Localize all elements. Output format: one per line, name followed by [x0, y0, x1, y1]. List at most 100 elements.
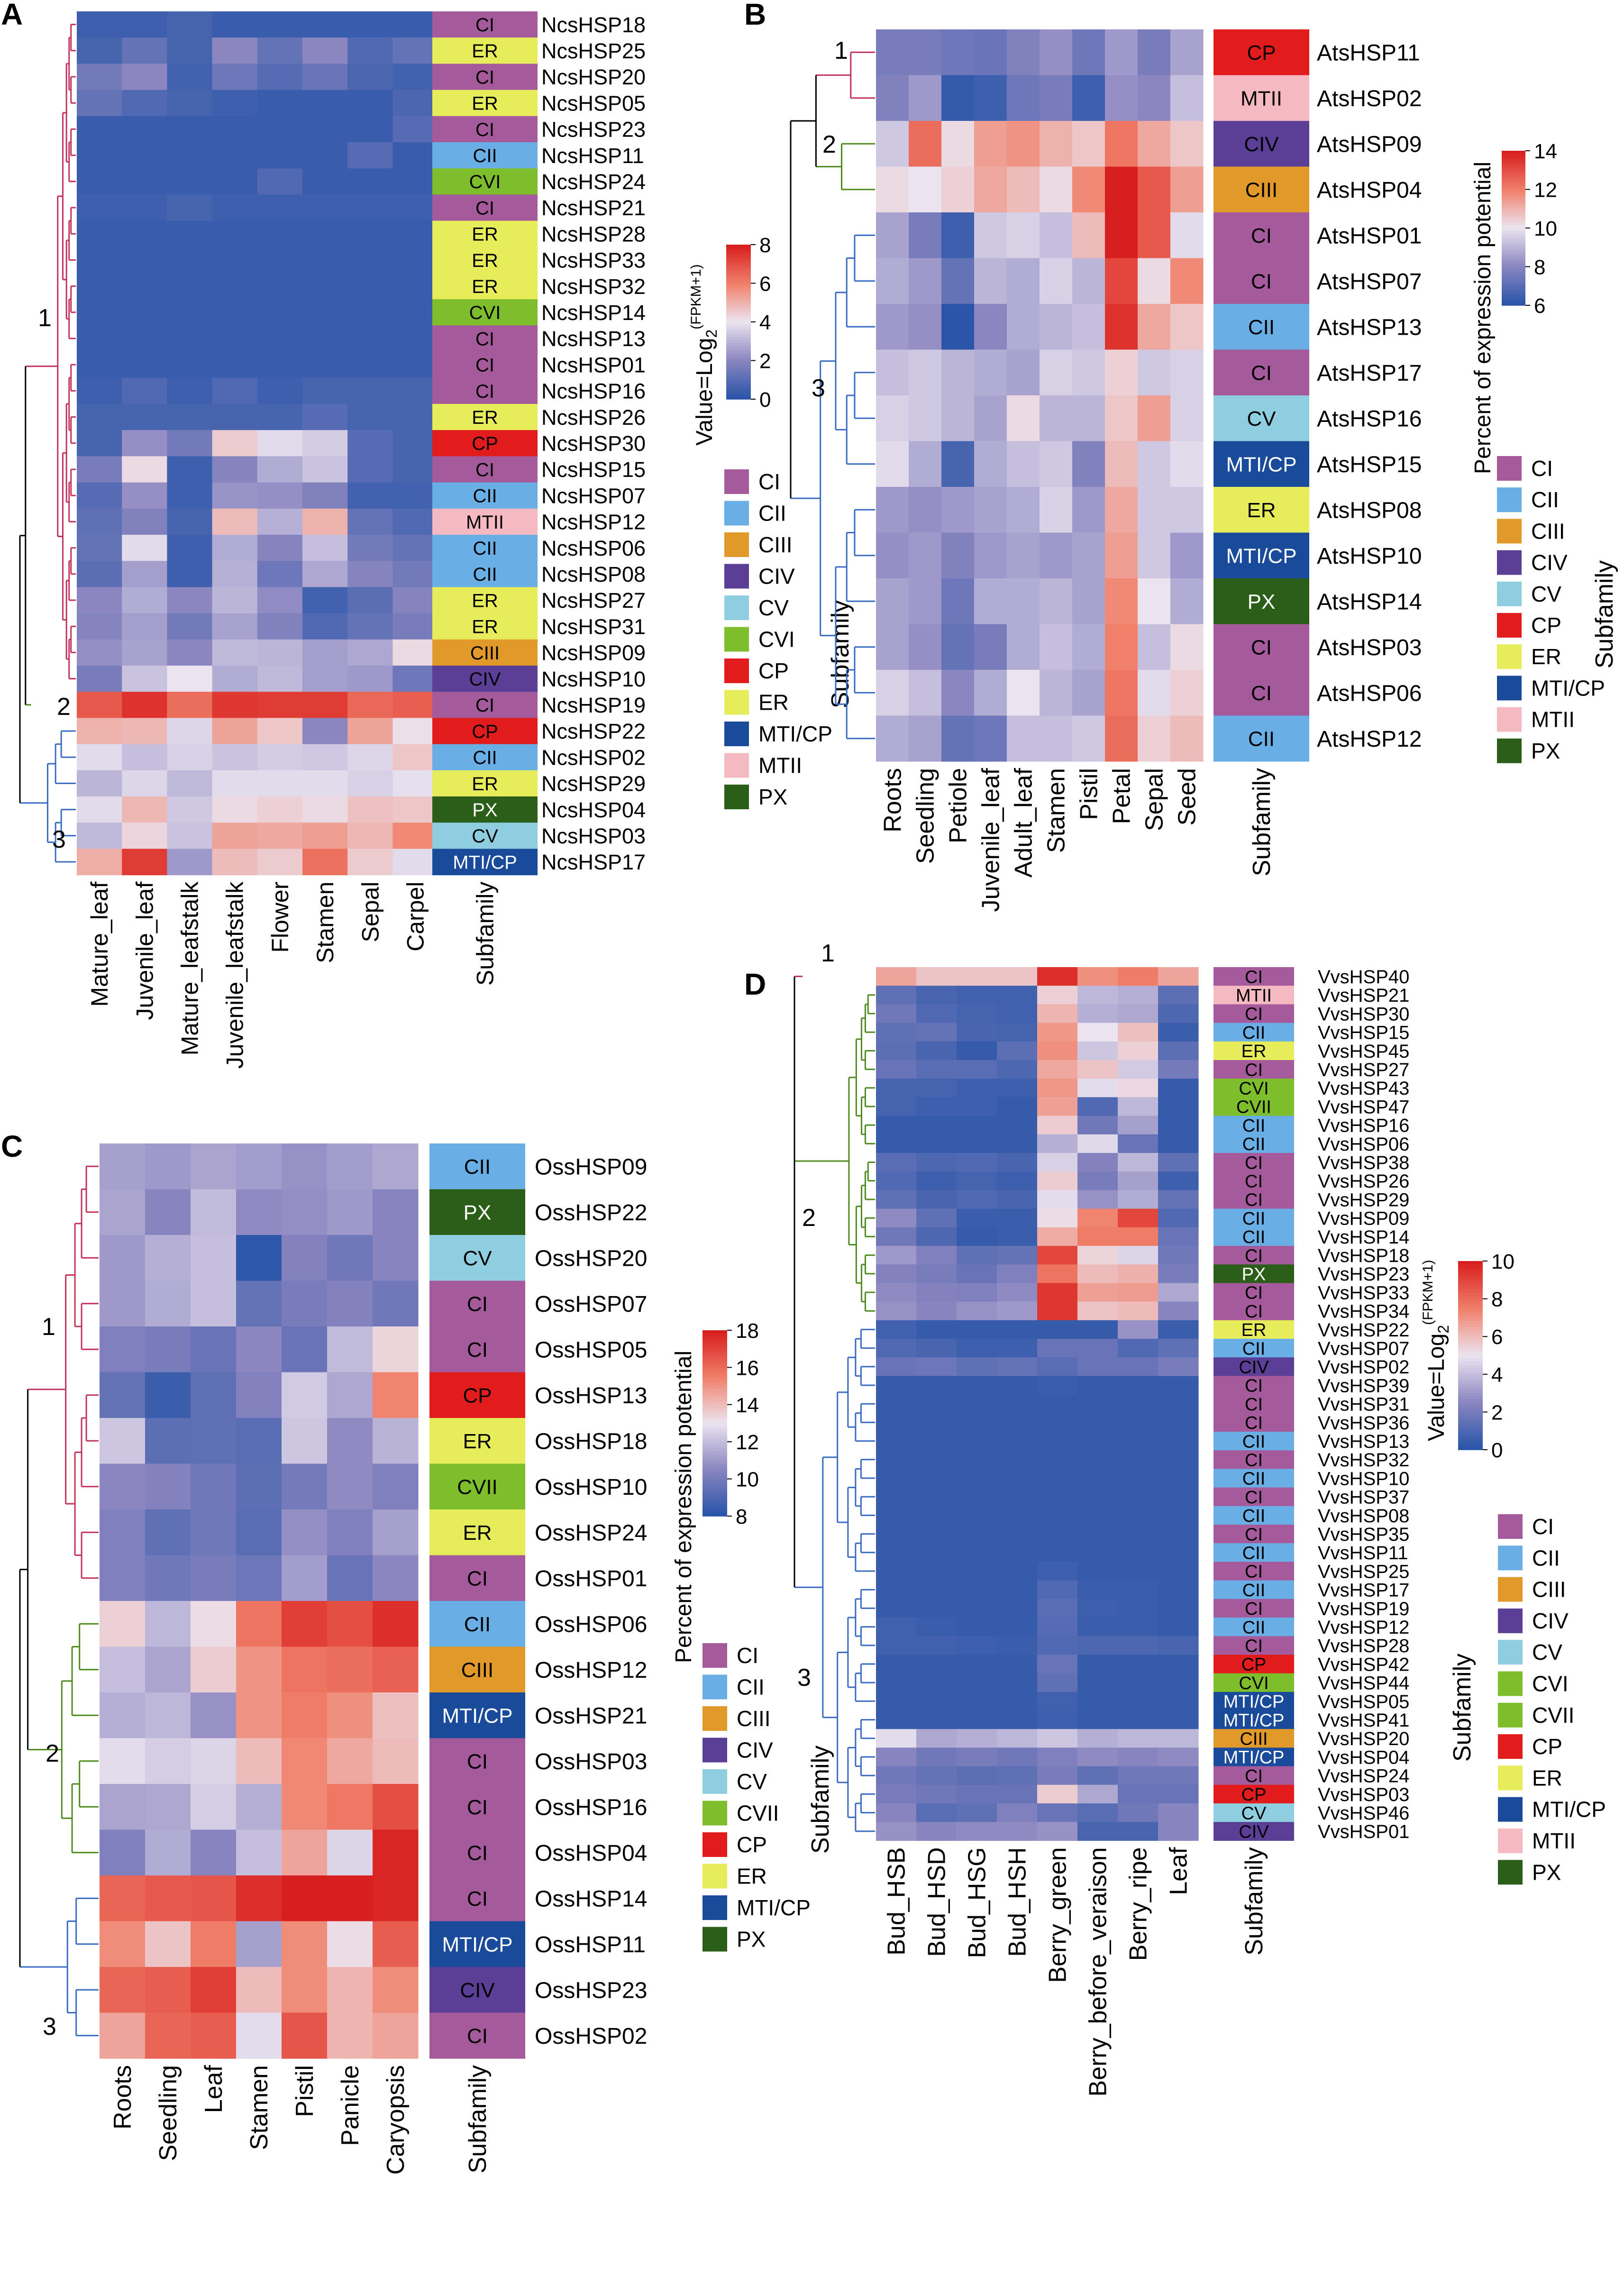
heatmap-cell: [1118, 1283, 1159, 1302]
color-scale-step: [703, 1457, 727, 1461]
heatmap-cell: [282, 1418, 328, 1464]
heatmap-cell: [347, 220, 393, 247]
heatmap-cell: [1158, 1655, 1199, 1674]
heatmap-cell: [876, 1079, 917, 1097]
heatmap-cell: [1040, 624, 1073, 670]
heatmap-cell: [876, 1394, 917, 1414]
heatmap-cell: [997, 1469, 1038, 1488]
heatmap-cell: [1158, 1580, 1199, 1600]
heatmap-cell: [997, 1320, 1038, 1339]
heatmap-cell: [997, 1208, 1038, 1228]
heatmap-cell: [916, 1562, 957, 1581]
legend-item-label: ER: [758, 690, 789, 715]
heatmap-cell: [1077, 1115, 1118, 1135]
subfamily-cell-label: CII: [1242, 1339, 1266, 1359]
heatmap-cell: [876, 1023, 917, 1042]
heatmap-cell: [1037, 1692, 1078, 1711]
color-scale-tick-label: 10: [736, 1468, 759, 1491]
color-scale-step: [1502, 220, 1525, 223]
heatmap-cell: [1072, 258, 1105, 304]
heatmap-cell: [77, 168, 122, 195]
heatmap-cell: [1072, 715, 1105, 762]
dendrogram-branch: [799, 234, 875, 740]
subfamily-cell: [1213, 715, 1309, 762]
legend-item-label: CI: [1532, 1514, 1554, 1539]
subfamily-cell-label: CI: [1245, 967, 1263, 987]
heatmap-cell: [1105, 670, 1138, 716]
color-scale-step: [726, 335, 751, 338]
gene-label: OssHSP13: [535, 1383, 647, 1408]
heatmap-cell: [1158, 1636, 1199, 1655]
heatmap-cell: [327, 2012, 373, 2059]
heatmap-cell: [957, 1320, 997, 1339]
heatmap-cell: [1118, 1655, 1159, 1674]
heatmap-cell: [876, 349, 909, 396]
color-scale-step: [1458, 1440, 1483, 1444]
subfamily-cell-label: CI: [475, 459, 494, 480]
color-scale-step: [703, 1355, 727, 1359]
subfamily-cell: [1213, 967, 1294, 986]
heatmap-cell: [347, 456, 393, 483]
heatmap-cell: [916, 1115, 957, 1135]
subfamily-cell: [1213, 1394, 1294, 1414]
heatmap-cell: [347, 849, 393, 876]
subfamily-cell-label: CVI: [469, 302, 501, 323]
subfamily-cell-label: CII: [464, 1155, 491, 1179]
heatmap-cell: [122, 11, 167, 38]
subfamily-cell-label: CI: [1251, 636, 1272, 659]
heatmap-cell: [1158, 1673, 1199, 1692]
heatmap-cell: [1170, 441, 1204, 487]
heatmap-cell: [302, 482, 348, 509]
heatmap-cell: [257, 508, 303, 535]
heatmap-cell: [1118, 1729, 1159, 1748]
subfamily-cell-label: CI: [467, 1338, 488, 1362]
color-scale-step: [1458, 1311, 1483, 1315]
subfamily-cell: [429, 1143, 525, 1190]
heatmap-cell: [236, 1143, 282, 1190]
heatmap-cell: [1072, 212, 1105, 259]
heatmap-cell: [347, 194, 393, 221]
heatmap-cell: [191, 1463, 237, 1510]
legend-swatch: [724, 627, 749, 652]
subfamily-cell-label: CII: [1248, 316, 1275, 339]
heatmap-cell: [145, 1875, 191, 1922]
heatmap-cell: [941, 715, 975, 762]
color-scale-step: [703, 1336, 727, 1340]
heatmap-cell: [1105, 212, 1138, 259]
color-scale-step: [1502, 290, 1525, 293]
heatmap-cell: [1007, 121, 1040, 167]
column-label: Berry_green: [1044, 1847, 1072, 1983]
color-scale-step: [1502, 182, 1525, 185]
gene-label: NcsHSP23: [541, 118, 646, 142]
color-scale-step: [726, 373, 751, 376]
color-scale-step: [726, 263, 751, 266]
color-scale-step: [726, 366, 751, 369]
legend-title: Subfamily: [807, 1746, 834, 1854]
heatmap-cell: [1077, 1710, 1118, 1729]
heatmap-cell: [122, 561, 167, 587]
color-scale-step: [703, 1414, 727, 1417]
heatmap-cell: [1072, 121, 1105, 167]
heatmap-cell: [1077, 986, 1118, 1005]
color-scale-step: [703, 1466, 727, 1470]
color-scale-step: [726, 345, 751, 348]
color-scale-step: [1502, 277, 1525, 280]
subfamily-cell-label: CP: [472, 721, 498, 742]
heatmap-cell: [257, 64, 303, 91]
heatmap-cell: [1118, 1487, 1159, 1507]
heatmap-cell: [1158, 1506, 1199, 1525]
legend-swatch: [1497, 456, 1522, 481]
heatmap-cell: [1077, 1803, 1118, 1822]
gene-label: OssHSP23: [535, 1978, 647, 2003]
color-scale-step: [1458, 1308, 1483, 1312]
color-scale-step: [1458, 1396, 1483, 1400]
heatmap-cell: [327, 1326, 373, 1373]
color-scale-step: [1458, 1383, 1483, 1388]
subfamily-cell: [429, 1463, 525, 1510]
heatmap-cell: [1118, 1376, 1159, 1395]
heatmap-cell: [122, 456, 167, 483]
color-scale-step: [726, 265, 751, 268]
subfamily-cell: [1213, 1822, 1294, 1841]
gene-label: VvsHSP32: [1318, 1450, 1409, 1471]
color-scale-step: [703, 1451, 727, 1455]
